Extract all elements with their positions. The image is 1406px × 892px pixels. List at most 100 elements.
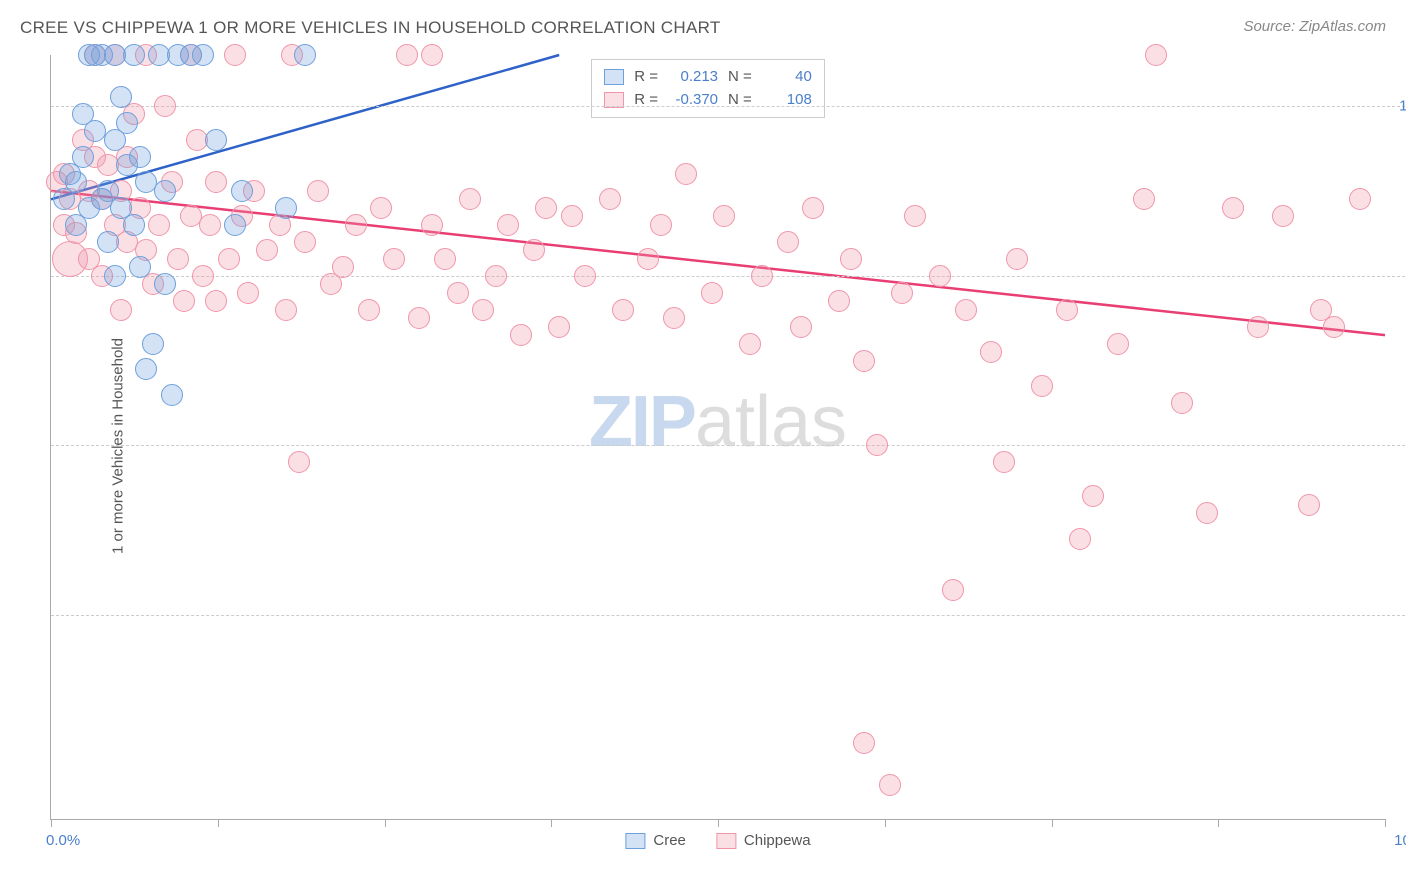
data-point-chippewa: [396, 44, 418, 66]
r-value-cree: 0.213: [668, 66, 718, 89]
data-point-chippewa: [1349, 188, 1371, 210]
data-point-chippewa: [84, 44, 106, 66]
data-point-chippewa: [1031, 375, 1053, 397]
data-point-chippewa: [173, 290, 195, 312]
data-point-chippewa: [637, 248, 659, 270]
data-point-chippewa: [135, 44, 157, 66]
data-point-cree: [65, 214, 87, 236]
data-point-chippewa: [104, 44, 126, 66]
data-point-chippewa: [1323, 316, 1345, 338]
chart-title: CREE VS CHIPPEWA 1 OR MORE VEHICLES IN H…: [20, 18, 721, 38]
data-point-chippewa: [116, 146, 138, 168]
data-point-chippewa: [358, 299, 380, 321]
data-point-chippewa: [1196, 502, 1218, 524]
x-tick: [1385, 819, 1386, 827]
r-value-chippewa: -0.370: [668, 89, 718, 112]
data-point-cree: [84, 44, 106, 66]
gridline-h: [51, 445, 1405, 446]
x-tick: [885, 819, 886, 827]
r-label: R =: [634, 66, 658, 89]
x-tick: [218, 819, 219, 827]
watermark: ZIPatlas: [589, 381, 847, 463]
data-point-cree: [104, 44, 126, 66]
plot-area: ZIPatlas R = 0.213 N = 40 R = -0.370 N =…: [50, 55, 1385, 820]
data-point-chippewa: [237, 282, 259, 304]
data-point-chippewa: [180, 205, 202, 227]
data-point-chippewa: [510, 324, 532, 346]
data-point-chippewa: [110, 299, 132, 321]
x-tick: [1218, 819, 1219, 827]
data-point-chippewa: [370, 197, 392, 219]
data-point-cree: [97, 180, 119, 202]
data-point-chippewa: [1006, 248, 1028, 270]
stats-legend-box: R = 0.213 N = 40 R = -0.370 N = 108: [591, 59, 825, 118]
data-point-chippewa: [663, 307, 685, 329]
data-point-cree: [116, 154, 138, 176]
data-point-cree: [104, 129, 126, 151]
data-point-cree: [142, 333, 164, 355]
data-point-chippewa: [408, 307, 430, 329]
trendlines-layer: [51, 55, 1385, 819]
data-point-chippewa: [1171, 392, 1193, 414]
data-point-chippewa: [879, 774, 901, 796]
data-point-chippewa-large: [52, 241, 88, 277]
data-point-chippewa: [53, 214, 75, 236]
data-point-cree: [192, 44, 214, 66]
data-point-cree: [72, 146, 94, 168]
data-point-chippewa: [675, 163, 697, 185]
data-point-chippewa: [205, 290, 227, 312]
stats-row-chippewa: R = -0.370 N = 108: [604, 89, 812, 112]
data-point-cree: [224, 214, 246, 236]
legend-item-chippewa: Chippewa: [716, 832, 811, 849]
data-point-chippewa: [275, 299, 297, 321]
source-attribution: Source: ZipAtlas.com: [1243, 18, 1386, 35]
data-point-chippewa: [269, 214, 291, 236]
data-point-chippewa: [853, 350, 875, 372]
data-point-cree: [91, 188, 113, 210]
data-point-chippewa: [612, 299, 634, 321]
data-point-chippewa: [1069, 528, 1091, 550]
n-value-cree: 40: [762, 66, 812, 89]
data-point-chippewa: [243, 180, 265, 202]
data-point-chippewa: [802, 197, 824, 219]
data-point-chippewa: [180, 44, 202, 66]
data-point-cree: [97, 231, 119, 253]
data-point-chippewa: [205, 171, 227, 193]
data-point-chippewa: [650, 214, 672, 236]
n-label: N =: [728, 66, 752, 89]
data-point-chippewa: [548, 316, 570, 338]
data-point-chippewa: [421, 214, 443, 236]
data-point-chippewa: [307, 180, 329, 202]
data-point-chippewa: [993, 451, 1015, 473]
data-point-chippewa: [1298, 494, 1320, 516]
data-point-chippewa: [980, 341, 1002, 363]
x-tick: [51, 819, 52, 827]
n-label: N =: [728, 89, 752, 112]
data-point-chippewa: [1247, 316, 1269, 338]
gridline-h: [51, 615, 1405, 616]
data-point-chippewa: [840, 248, 862, 270]
data-point-cree: [65, 171, 87, 193]
x-origin-label: 0.0%: [46, 832, 80, 849]
data-point-cree: [231, 180, 253, 202]
swatch-cree-icon: [625, 833, 645, 849]
x-tick: [385, 819, 386, 827]
x-end-label: 100.0%: [1385, 832, 1406, 849]
data-point-chippewa: [288, 451, 310, 473]
stats-row-cree: R = 0.213 N = 40: [604, 66, 812, 89]
y-tick-label: 80.0%: [1390, 437, 1406, 454]
data-point-cree: [180, 44, 202, 66]
data-point-chippewa: [148, 214, 170, 236]
data-point-cree: [78, 44, 100, 66]
legend-item-cree: Cree: [625, 832, 686, 849]
y-tick-label: 100.0%: [1390, 97, 1406, 114]
data-point-chippewa: [104, 214, 126, 236]
data-point-chippewa: [46, 171, 68, 193]
data-point-chippewa: [72, 129, 94, 151]
data-point-cree: [154, 180, 176, 202]
data-point-chippewa: [1222, 197, 1244, 219]
data-point-chippewa: [421, 44, 443, 66]
data-point-chippewa: [1082, 485, 1104, 507]
data-point-chippewa: [53, 163, 75, 185]
data-point-cree: [123, 44, 145, 66]
